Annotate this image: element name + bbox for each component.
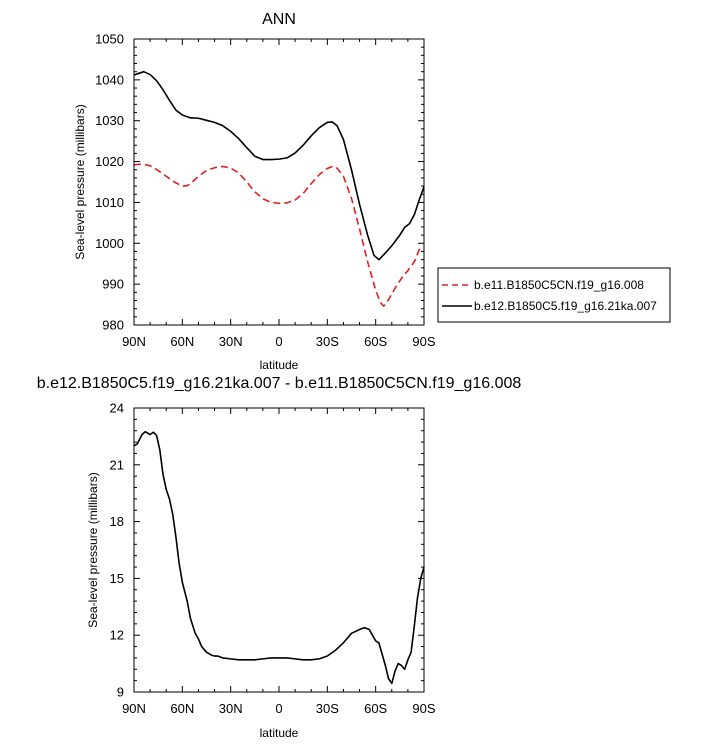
x-tick-label: 30N: [219, 334, 243, 349]
x-tick-label: 90N: [122, 334, 146, 349]
x-tick-label: 90N: [122, 701, 146, 716]
legend-label-red: b.e11.B1850C5CN.f19_g16.008: [474, 278, 644, 292]
x-tick-label: 60S: [364, 334, 387, 349]
y-tick-label: 1040: [95, 72, 124, 87]
panel-top-title: ANN: [262, 11, 296, 28]
y-tick-label: 980: [102, 318, 124, 333]
y-tick-label: 1030: [95, 113, 124, 128]
y-tick-label: 15: [110, 571, 124, 586]
x-tick-label: 30S: [316, 334, 339, 349]
y-tick-label: 12: [110, 628, 124, 643]
legend-label-black: b.e12.B1850C5.f19_g16.21ka.007: [474, 299, 657, 313]
x-tick-label: 90S: [412, 334, 435, 349]
panel-top-series: [133, 70, 425, 308]
y-tick-label: 9: [117, 685, 124, 700]
y-tick-label: 1050: [95, 32, 124, 47]
panel-bottom-xlabel: latitude: [260, 726, 299, 740]
y-tick-label: 21: [110, 457, 124, 472]
y-tick-label: 1000: [95, 236, 124, 251]
x-tick-label: 90S: [412, 701, 435, 716]
y-tick-label: 1020: [95, 154, 124, 169]
legend: b.e11.B1850C5CN.f19_g16.008 b.e12.B1850C…: [437, 267, 671, 323]
panel-bottom-ylabel: Sea-level pressure (millibars): [86, 472, 100, 627]
panel-bottom-title: b.e12.B1850C5.f19_g16.21ka.007 - b.e11.B…: [37, 375, 522, 392]
legend-box: [437, 267, 671, 323]
panel-top-xlabel: latitude: [260, 358, 299, 372]
panel-top-ticks: 90N 60N 30N 0 30S 60S 90S 980 990 1000 1010 1020 103…: [95, 32, 436, 350]
panel-bottom-ticks: 90N 60N 30N 0 30S 60S 90S 9 12 15 18 21 24: [110, 401, 436, 717]
panel-bottom: b.e12.B1850C5.f19_g16.21ka.007 - b.e11.B…: [37, 375, 522, 740]
x-tick-label: 60N: [170, 334, 194, 349]
panel-top-ylabel: Sea-level pressure (millibars): [73, 104, 87, 259]
series-line-2: [133, 70, 425, 261]
series-line-1: [133, 163, 425, 308]
y-tick-label: 24: [110, 401, 124, 416]
x-tick-label: 0: [275, 701, 282, 716]
series-line-1: [133, 430, 425, 685]
x-tick-label: 60N: [170, 701, 194, 716]
panel-bottom-series: [133, 430, 425, 685]
x-tick-label: 30S: [316, 701, 339, 716]
panel-top: ANN Sea-level pressure (millibars) latit…: [73, 11, 671, 372]
panel-bottom-frame: [133, 407, 425, 693]
x-tick-label: 60S: [364, 701, 387, 716]
y-tick-label: 18: [110, 514, 124, 529]
x-tick-label: 30N: [219, 701, 243, 716]
y-tick-label: 1010: [95, 195, 124, 210]
panel-top-frame: [133, 38, 425, 326]
y-tick-label: 990: [102, 277, 124, 292]
x-tick-label: 0: [275, 334, 282, 349]
